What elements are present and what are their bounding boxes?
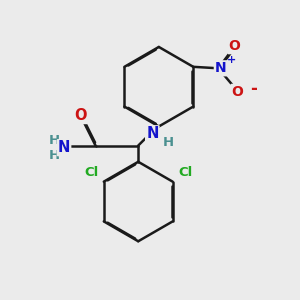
Text: O: O (232, 85, 243, 99)
Text: Cl: Cl (178, 166, 192, 179)
Text: N: N (58, 140, 70, 155)
Text: H: H (49, 148, 60, 161)
Text: N: N (215, 61, 226, 75)
Text: +: + (227, 55, 236, 65)
Text: Cl: Cl (84, 166, 99, 179)
Text: -: - (250, 80, 257, 98)
Text: H: H (163, 136, 174, 149)
Text: H: H (49, 134, 60, 147)
Text: N: N (146, 126, 158, 141)
Text: O: O (75, 108, 87, 123)
Text: O: O (229, 39, 240, 53)
